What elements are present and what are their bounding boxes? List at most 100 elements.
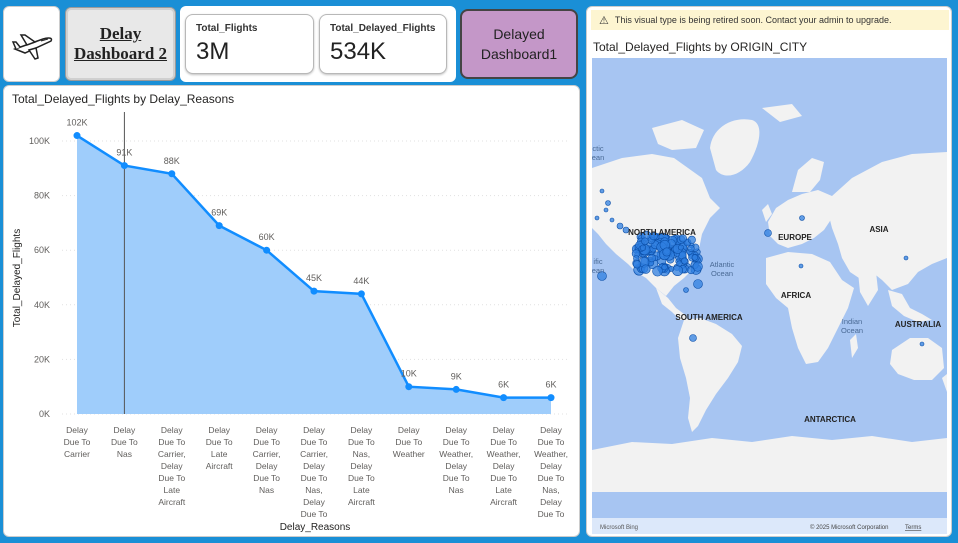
city-bubble[interactable] xyxy=(597,271,607,281)
data-point xyxy=(500,394,508,402)
japan-land xyxy=(926,208,936,234)
city-bubble[interactable] xyxy=(605,200,611,206)
city-bubbles[interactable] xyxy=(594,188,925,347)
y-tick-label: 80K xyxy=(34,191,50,201)
south-america-land xyxy=(678,318,742,432)
data-point xyxy=(452,385,460,393)
data-point xyxy=(120,162,128,170)
total-delayed-flights-card: Total_Delayed_Flights 534K xyxy=(319,14,447,74)
city-bubble[interactable] xyxy=(683,287,689,293)
city-bubble[interactable] xyxy=(764,229,772,237)
antarctica-land xyxy=(592,436,947,492)
city-bubble[interactable] xyxy=(676,260,683,267)
city-bubble[interactable] xyxy=(641,264,651,274)
data-point xyxy=(263,246,271,254)
city-bubble[interactable] xyxy=(641,237,649,246)
x-axis-title: Delay_Reasons xyxy=(280,522,351,533)
map-region-label: SOUTH AMERICA xyxy=(675,313,742,322)
city-bubble[interactable] xyxy=(692,261,703,272)
map-region-label: ASIA xyxy=(869,225,888,234)
india-land xyxy=(858,272,878,306)
city-bubble[interactable] xyxy=(798,263,804,269)
city-bubble[interactable] xyxy=(647,254,656,263)
asia-land xyxy=(828,152,947,290)
logo-card xyxy=(3,6,60,82)
origin-city-map-visual[interactable]: ⚠ This visual type is being retired soon… xyxy=(586,6,952,537)
y-axis-title: Total_Delayed_Flights xyxy=(12,229,23,327)
map-title: Total_Delayed_Flights by ORIGIN_CITY xyxy=(593,40,808,54)
data-label: 91K xyxy=(116,148,132,158)
delay-reasons-chart[interactable]: 0K 20K 40K 60K 80K 100K 102K 91K 88K 69K 60K 45K 44K… xyxy=(3,85,580,537)
city-bubble[interactable] xyxy=(678,244,684,251)
city-bubble[interactable] xyxy=(649,231,658,241)
city-bubble[interactable] xyxy=(652,265,663,277)
map-region-label: Ocean xyxy=(711,269,733,278)
x-tick-label: Delay Due To Carrier, Delay Due To Late Aircra… xyxy=(158,425,186,507)
city-bubble[interactable] xyxy=(691,254,699,261)
x-tick-label: Delay Due To Weather, Delay Due To Late Aircra… xyxy=(487,425,521,507)
australia-land xyxy=(890,338,944,380)
city-bubble[interactable] xyxy=(919,341,925,347)
city-bubble[interactable] xyxy=(599,188,605,194)
city-bubble[interactable] xyxy=(689,334,697,342)
data-label: 6K xyxy=(545,380,556,390)
world-map[interactable]: NORTH AMERICA EUROPE ASIA AFRICA SOUTH AMERI… xyxy=(592,58,947,534)
delayed-dashboard-1-button[interactable]: Delayed Dashboard1 xyxy=(460,9,578,79)
airplane-icon xyxy=(11,34,53,60)
city-bubble[interactable] xyxy=(594,215,600,221)
data-label: 10K xyxy=(401,369,417,379)
city-bubble[interactable] xyxy=(632,260,642,269)
copyright-text: © 2025 Microsoft Corporation xyxy=(810,524,888,531)
x-tick-label: Delay Due To Carrier, Delay Due To Nas xyxy=(253,425,281,495)
city-bubble[interactable] xyxy=(609,217,615,223)
x-tick-label: Delay Due To Weather, Delay Due To Nas xyxy=(439,425,473,495)
map-region-label: EUROPE xyxy=(778,233,812,242)
x-tick-label: Delay Due To Nas xyxy=(111,425,138,459)
arctic-islands-land xyxy=(652,104,802,150)
total-delayed-flights-value: 534K xyxy=(330,38,387,65)
city-bubble[interactable] xyxy=(668,266,675,272)
total-delayed-flights-label: Total_Delayed_Flights xyxy=(330,23,436,34)
y-tick-label: 40K xyxy=(34,300,50,310)
city-bubble[interactable] xyxy=(639,244,647,251)
city-bubble[interactable] xyxy=(603,207,609,213)
x-tick-label: Delay Due To Late Aircraft xyxy=(206,425,234,471)
city-bubble[interactable] xyxy=(687,244,695,252)
delay-dashboard-2-label: Delay Dashboard 2 xyxy=(73,24,168,63)
chart-canvas: 0K 20K 40K 60K 80K 100K 102K 91K 88K 69K 60K 45K 44K… xyxy=(12,112,570,533)
attribution-bar xyxy=(592,518,947,534)
city-bubble[interactable] xyxy=(678,234,687,243)
delayed-dashboard-1-label: Delayed Dashboard1 xyxy=(480,26,558,62)
city-bubble[interactable] xyxy=(680,257,688,265)
data-label: 9K xyxy=(451,371,462,381)
city-bubble[interactable] xyxy=(903,255,909,261)
city-bubble[interactable] xyxy=(633,255,640,262)
data-label: 102K xyxy=(66,118,87,128)
city-bubble[interactable] xyxy=(799,215,805,221)
map-region-label: AUSTRALIA xyxy=(895,320,941,329)
madagascar-land xyxy=(850,334,858,358)
data-point xyxy=(357,290,365,298)
data-label: 45K xyxy=(306,273,322,283)
map-region-label: ific xyxy=(593,257,602,266)
city-bubble[interactable] xyxy=(622,226,630,234)
delay-dashboard-2-button[interactable]: Delay Dashboard 2 xyxy=(65,7,176,81)
scandinavia-land xyxy=(792,158,824,192)
city-bubble[interactable] xyxy=(662,247,672,257)
bing-attribution: Microsoft Bing xyxy=(600,525,638,531)
y-tick-label: 20K xyxy=(34,354,50,364)
city-bubble[interactable] xyxy=(672,265,683,277)
city-bubble[interactable] xyxy=(616,222,624,230)
city-bubble[interactable] xyxy=(693,279,703,289)
retirement-warning-banner: ⚠ This visual type is being retired soon… xyxy=(591,10,949,30)
africa-land xyxy=(766,252,854,364)
data-label: 69K xyxy=(211,208,227,218)
city-bubble[interactable] xyxy=(687,235,696,244)
y-tick-label: 100K xyxy=(29,136,50,146)
x-tick-label: Delay Due To Weather xyxy=(393,425,425,459)
map-region-label: ean xyxy=(592,266,604,275)
central-america-land xyxy=(656,288,688,320)
city-bubble[interactable] xyxy=(661,264,668,271)
terms-link[interactable]: Terms xyxy=(905,525,921,531)
southeast-asia-land xyxy=(888,290,932,322)
